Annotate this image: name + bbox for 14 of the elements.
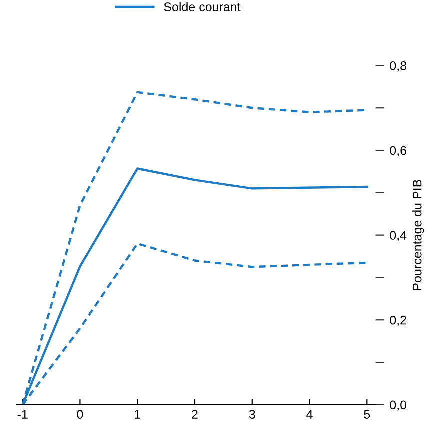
x-tick-label: 5 <box>364 410 370 419</box>
y-tick-label: 0,0 <box>390 400 407 412</box>
y-tick-label: 0,6 <box>390 146 406 157</box>
y-tick-label: 0,4 <box>390 231 407 242</box>
legend-label: Solde courant <box>164 2 241 12</box>
y-tick-label: 0,8 <box>390 62 406 72</box>
x-tick-label: 0 <box>77 410 84 419</box>
y-tick-label: 0,2 <box>390 316 406 326</box>
x-tick-label: 4 <box>306 410 313 419</box>
x-tick-label: -1 <box>18 410 28 419</box>
x-tick-label: 1 <box>135 410 140 419</box>
y-axis-title: Pourcentage du PIB <box>412 180 424 290</box>
x-tick-label: 3 <box>249 410 256 419</box>
x-tick-label: 2 <box>192 410 198 419</box>
